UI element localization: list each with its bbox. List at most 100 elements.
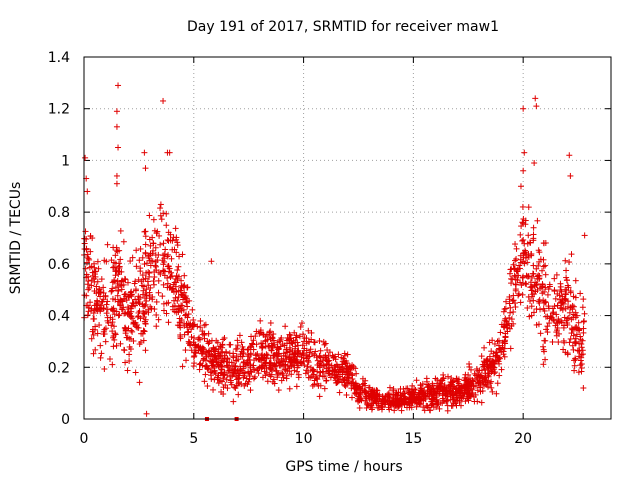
data-point bbox=[116, 268, 123, 275]
data-point bbox=[537, 285, 544, 292]
data-point bbox=[500, 351, 507, 358]
data-point bbox=[458, 383, 465, 390]
data-point bbox=[101, 257, 108, 264]
data-point bbox=[205, 330, 212, 337]
data-point bbox=[581, 310, 588, 317]
data-point bbox=[263, 355, 270, 362]
data-point bbox=[379, 404, 386, 411]
data-point bbox=[507, 345, 514, 352]
data-point bbox=[514, 268, 521, 275]
data-point bbox=[193, 344, 200, 351]
data-point bbox=[540, 361, 547, 368]
data-point bbox=[253, 355, 260, 362]
data-point bbox=[297, 323, 304, 330]
data-point bbox=[160, 267, 167, 274]
x-axis-label: GPS time / hours bbox=[285, 459, 402, 475]
data-point bbox=[494, 338, 501, 345]
data-point bbox=[520, 220, 527, 227]
y-tick-label: 1.2 bbox=[48, 102, 70, 118]
data-point bbox=[484, 358, 491, 365]
data-point bbox=[581, 232, 588, 239]
data-point bbox=[376, 391, 383, 398]
data-point bbox=[348, 364, 355, 371]
data-point bbox=[131, 280, 138, 287]
data-point bbox=[497, 329, 504, 336]
data-point bbox=[306, 338, 313, 345]
data-point bbox=[539, 267, 546, 274]
data-point bbox=[542, 313, 549, 320]
data-point bbox=[307, 346, 314, 353]
data-point bbox=[474, 387, 481, 394]
data-point bbox=[531, 160, 538, 167]
data-point bbox=[333, 379, 340, 386]
data-point bbox=[553, 332, 560, 339]
data-point bbox=[160, 252, 167, 259]
data-point bbox=[527, 239, 534, 246]
data-point bbox=[317, 347, 324, 354]
data-point bbox=[134, 314, 141, 321]
data-point bbox=[267, 360, 274, 367]
data-point bbox=[171, 302, 178, 309]
data-point bbox=[160, 97, 167, 104]
data-point bbox=[150, 278, 157, 285]
data-point bbox=[111, 336, 118, 343]
data-point bbox=[124, 304, 131, 311]
data-point bbox=[395, 389, 402, 396]
data-point bbox=[142, 165, 149, 172]
data-point bbox=[269, 344, 276, 351]
data-point bbox=[165, 299, 172, 306]
data-point bbox=[337, 364, 344, 371]
data-point bbox=[563, 277, 570, 284]
data-point bbox=[230, 398, 237, 405]
data-point bbox=[280, 358, 287, 365]
data-point bbox=[262, 343, 269, 350]
data-point bbox=[295, 371, 302, 378]
data-point bbox=[139, 282, 146, 289]
data-point bbox=[478, 367, 485, 374]
data-point bbox=[570, 303, 577, 310]
data-point bbox=[98, 276, 105, 283]
data-point bbox=[160, 300, 167, 307]
data-point bbox=[444, 402, 451, 409]
data-point bbox=[519, 279, 526, 286]
data-point bbox=[145, 282, 152, 289]
data-point bbox=[143, 298, 150, 305]
data-point bbox=[313, 354, 320, 361]
data-point bbox=[233, 357, 240, 364]
data-point bbox=[546, 320, 553, 327]
data-point bbox=[118, 286, 125, 293]
data-point bbox=[479, 388, 486, 395]
data-point bbox=[302, 370, 309, 377]
data-points bbox=[81, 82, 588, 421]
plot-frame bbox=[83, 56, 612, 420]
data-point bbox=[409, 382, 416, 389]
data-point bbox=[512, 286, 519, 293]
data-point bbox=[540, 240, 547, 247]
data-point bbox=[127, 346, 134, 353]
data-point bbox=[172, 294, 179, 301]
data-point bbox=[165, 319, 172, 326]
data-point bbox=[212, 352, 219, 359]
data-point bbox=[572, 314, 579, 321]
data-point bbox=[508, 316, 515, 323]
data-point bbox=[149, 247, 156, 254]
data-point bbox=[560, 346, 567, 353]
data-point bbox=[567, 335, 574, 342]
data-point bbox=[181, 282, 188, 289]
data-point bbox=[524, 273, 531, 280]
data-point bbox=[109, 328, 116, 335]
data-point bbox=[91, 302, 98, 309]
data-point bbox=[87, 299, 94, 306]
data-point bbox=[570, 346, 577, 353]
data-point bbox=[341, 350, 348, 357]
data-point bbox=[126, 357, 133, 364]
data-point bbox=[446, 388, 453, 395]
data-point bbox=[86, 284, 93, 291]
data-point bbox=[368, 392, 375, 399]
data-point bbox=[181, 272, 188, 279]
data-point bbox=[295, 347, 302, 354]
data-point bbox=[236, 332, 243, 339]
data-point bbox=[91, 315, 98, 322]
data-point bbox=[298, 360, 305, 367]
data-point bbox=[550, 316, 557, 323]
